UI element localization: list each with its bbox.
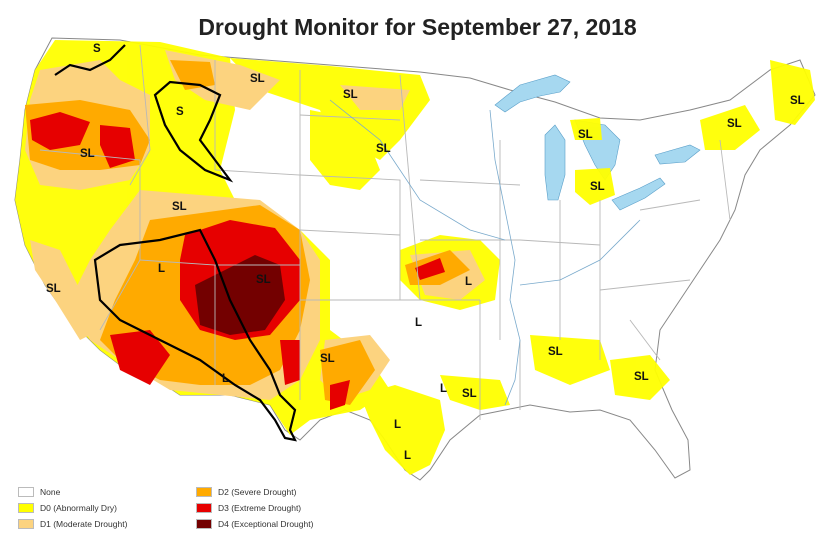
d3-nm [280,340,300,385]
impact-label-sl-ut: SL [172,201,187,213]
d0-mississippi [530,335,610,385]
lake-michigan [544,124,566,201]
mississippi-river [489,109,521,406]
impact-label-sl-me: SL [790,95,805,107]
legend-swatch-d4 [196,519,212,529]
impact-label-l-ok: L [415,317,422,329]
legend-item-d1: D1 (Moderate Drought) [18,519,127,529]
d4-four-corners [195,255,285,335]
impact-label-sl-mt: SL [250,73,265,85]
legend-swatch-d1 [18,519,34,529]
impact-label-l-tx-s: L [404,450,411,462]
impact-label-l-tx-n: L [440,383,447,395]
impact-boundaries [54,44,297,442]
legend-item-d0: D0 (Abnormally Dry) [18,503,117,513]
d0-carolina [610,355,670,400]
legend-label-d0: D0 (Abnormally Dry) [40,503,117,513]
d3-arizona [110,330,170,385]
impact-label-sl-ms: SL [548,346,563,358]
d0-wisconsin [570,118,602,140]
impact-labels: S SL S SL SL SL SL L SL SL L SL L L L SL… [46,43,805,462]
impact-label-sl-nd: SL [343,89,358,101]
d0-texas [360,385,445,475]
lake-erie [611,177,666,211]
legend-label-d2: D2 (Severe Drought) [218,487,297,497]
d0-newyork [700,105,760,150]
d0-montana [230,58,430,160]
impact-label-s-wa: S [93,43,101,55]
missouri-river [329,99,506,241]
impact-label-sl-ark: SL [462,388,477,400]
state-borders [39,44,731,420]
d0-maine [770,60,815,125]
impact-line-wa [54,44,126,76]
impact-label-sl-mi: SL [578,129,593,141]
legend-swatch-none [18,487,34,497]
d0-dakotas [310,110,380,190]
rivers [329,99,641,406]
impact-label-l-az: L [222,373,229,385]
impact-label-sl-or: SL [80,148,95,160]
ohio-river [519,219,641,286]
d1-california [30,240,100,340]
legend-label-none: None [40,487,61,497]
impact-label-l-nv: L [158,263,165,275]
impact-label-sl-mi2: SL [590,181,605,193]
lake-ontario [654,144,701,165]
legend-swatch-d0 [18,503,34,513]
legend-swatch-d3 [196,503,212,513]
legend-swatch-d2 [196,487,212,497]
impact-line-idmt [153,80,234,183]
impact-label-l-ks: L [465,276,472,288]
legend-item-d2: D2 (Severe Drought) [196,487,296,497]
impact-line-sw [93,228,297,442]
impact-label-sl-sc: SL [634,371,649,383]
impact-label-s-id: S [176,106,184,118]
d0-michigan [575,168,615,205]
map-title: Drought Monitor for September 27, 2018 [198,14,637,40]
impact-label-l-tx-c: L [394,419,401,431]
d1-nd [340,85,410,110]
legend-label-d1: D1 (Moderate Drought) [40,519,128,529]
impact-label-sl-ca: SL [46,283,61,295]
impact-label-sl-co: SL [256,274,271,286]
impact-label-sl-ny: SL [727,118,742,130]
d3-ks [415,258,445,280]
legend-item-d3: D3 (Extreme Drought) [196,503,301,513]
d4-areas [195,255,285,335]
d3-tx [330,380,350,410]
legend-item-d4: D4 (Exceptional Drought) [196,519,313,529]
legend-label-d4: D4 (Exceptional Drought) [218,519,314,529]
impact-label-sl-sd: SL [376,143,391,155]
d0-louisiana [440,375,510,410]
legend-label-d3: D3 (Extreme Drought) [218,503,302,513]
legend-item-none: None [18,487,60,497]
impact-label-sl-nm: SL [320,353,335,365]
lake-superior [494,74,571,113]
d3-oregon [30,112,90,150]
